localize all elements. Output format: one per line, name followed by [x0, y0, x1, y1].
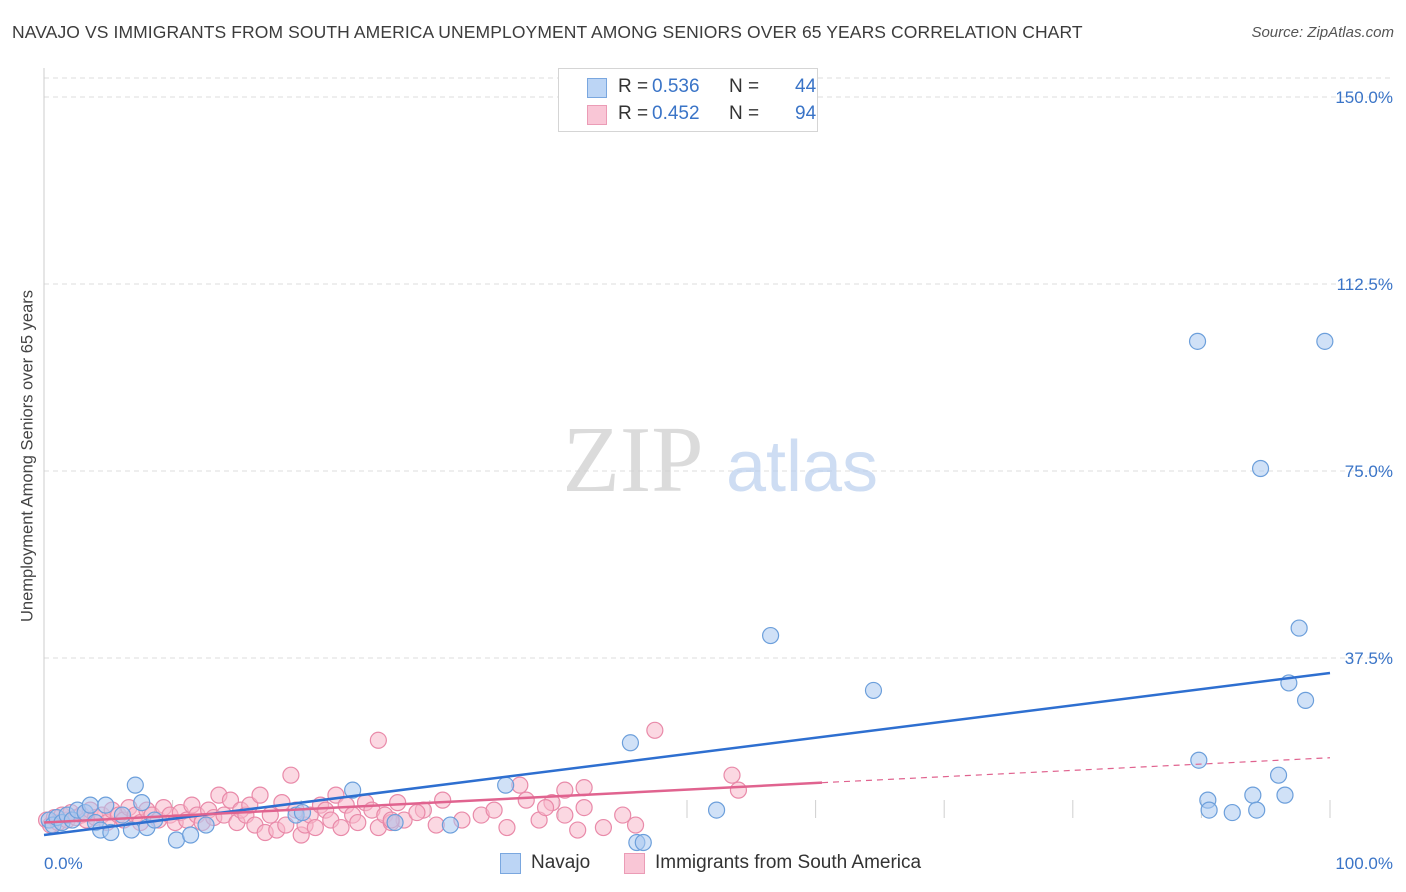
immigrants-point: [626, 816, 645, 834]
legend-n-value: 94: [795, 103, 817, 124]
legend-swatch-immigrants: [587, 105, 607, 125]
immigrants-point: [536, 798, 555, 817]
legend-label-navajo: Navajo: [531, 852, 591, 873]
immigrants-point: [434, 791, 452, 809]
navajo-point: [707, 801, 726, 819]
immigrants-point: [594, 818, 613, 837]
y-tick-label: 75.0%: [1345, 462, 1393, 481]
immigrants-point: [485, 801, 503, 819]
navajo-point: [1316, 332, 1334, 350]
immigrants-point: [569, 821, 587, 839]
immigrants-trend-extension: [822, 757, 1331, 784]
navajo-point: [1251, 459, 1270, 478]
trend-lines: [43, 671, 1331, 837]
navajo-point: [386, 813, 404, 832]
legend-label-immigrants: Immigrants from South America: [655, 852, 922, 873]
immigrants-point: [646, 721, 664, 739]
watermark: ZIP atlas: [563, 408, 879, 512]
y-tick-label: 37.5%: [1345, 649, 1393, 668]
immigrants-point: [408, 803, 426, 822]
x-tick-label: 0.0%: [44, 854, 83, 873]
navajo-point: [97, 796, 115, 814]
immigrants-point: [614, 806, 632, 824]
navajo-point: [1290, 619, 1308, 637]
navajo-point: [864, 681, 883, 700]
source-label: Source: ZipAtlas.com: [1251, 24, 1394, 41]
legend-r-value: 0.536: [652, 76, 700, 97]
navajo-point: [1296, 691, 1315, 709]
immigrants-point: [369, 731, 387, 749]
navajo-point: [81, 796, 99, 814]
immigrants-point: [723, 766, 741, 784]
navajo-point: [621, 734, 640, 752]
x-tick-label: 100.0%: [1335, 854, 1393, 873]
navajo-point: [1200, 801, 1218, 819]
immigrants-point: [349, 813, 367, 832]
y-tick-label: 150.0%: [1335, 88, 1393, 107]
navajo-point: [1276, 786, 1294, 804]
navajo-trend-line: [43, 671, 1331, 837]
immigrants-point: [575, 798, 593, 817]
chart-title: NAVAJO VS IMMIGRANTS FROM SOUTH AMERICA …: [12, 22, 1083, 42]
legend-r-label: R =: [618, 103, 649, 124]
navajo-point: [113, 806, 132, 824]
y-tick-labels: 37.5% 75.0% 112.5% 150.0%: [1335, 88, 1393, 668]
navajo-point: [344, 781, 362, 799]
legend-swatch-navajo: [500, 853, 521, 874]
navajo-point: [497, 776, 515, 794]
legend-r-value: 0.452: [652, 103, 700, 124]
navajo-point: [1244, 786, 1262, 804]
watermark-zip: ZIP: [563, 408, 704, 512]
navajo-point: [293, 803, 312, 822]
navajo-point: [1248, 801, 1266, 819]
navajo-point: [126, 776, 144, 794]
immigrants-point: [251, 786, 269, 804]
legend-r-label: R =: [618, 76, 649, 97]
legend-swatch-immigrants: [624, 853, 645, 874]
immigrants-point: [498, 818, 516, 837]
navajo-point: [197, 816, 215, 834]
immigrants-trend-line: [43, 781, 823, 824]
x-tick-labels: 0.0% 100.0%: [44, 854, 1393, 873]
grid-lines: [43, 68, 1392, 818]
legend-n-label: N =: [729, 103, 760, 124]
navajo-point: [441, 816, 459, 834]
legend-n-value: 44: [795, 76, 817, 97]
immigrants-point: [277, 816, 295, 834]
navajo-point: [1188, 332, 1207, 350]
navajo-point: [1190, 751, 1208, 769]
navajo-point: [634, 833, 652, 852]
navajo-point: [182, 826, 200, 844]
immigrants-point: [273, 794, 291, 812]
immigrants-point: [556, 781, 574, 799]
immigrants-point: [282, 766, 300, 784]
immigrants-point: [221, 791, 240, 809]
correlation-legend: R = 0.536 N = 44 R = 0.452 N = 94: [558, 68, 818, 132]
legend-swatch-navajo: [587, 78, 607, 98]
immigrants-point: [556, 806, 574, 824]
y-tick-label: 112.5%: [1337, 275, 1393, 294]
immigrants-point: [517, 791, 535, 809]
navajo-point: [133, 794, 151, 812]
navajo-point: [1223, 803, 1241, 822]
legend-n-label: N =: [729, 76, 760, 97]
navajo-point: [1269, 766, 1288, 784]
immigrants-point: [306, 818, 324, 837]
watermark-atlas: atlas: [726, 427, 878, 507]
navajo-point: [761, 626, 780, 645]
immigrants-point: [389, 794, 407, 812]
navajo-point: [102, 823, 120, 842]
immigrants-point: [332, 818, 350, 837]
immigrants-point: [729, 781, 748, 799]
immigrants-point: [575, 779, 593, 797]
